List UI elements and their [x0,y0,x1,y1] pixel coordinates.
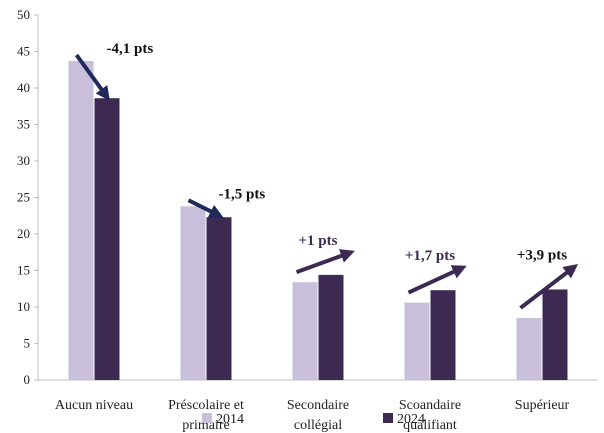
bar-2024 [542,289,568,380]
y-tick-label: 5 [24,336,31,351]
y-tick-label: 15 [17,263,30,278]
change-arrow [519,263,579,310]
change-arrow [295,249,355,275]
y-tick-label: 50 [17,7,30,22]
bar-2024 [318,274,344,380]
legend-label-2024: 2024 [397,412,425,427]
bar-2014 [68,60,94,381]
labels: Aucun niveau -4,1 pts Préscolaire et primai… [55,41,570,433]
category-label: Scoandaire qualifiant [399,398,461,433]
bar-2014 [180,206,206,380]
y-tick-label: 10 [17,299,30,314]
bars [68,60,568,381]
y-tick-label: 45 [17,44,30,59]
change-annotation: -4,1 pts [107,41,154,57]
y-tick-label: 0 [24,372,31,387]
change-arrow [74,53,110,101]
category-label: Supérieur [515,398,570,413]
axes: 0 5 10 15 20 25 30 35 40 45 50 [17,7,598,387]
bar-2014 [516,317,542,380]
legend-label-2014: 2014 [216,412,244,427]
category-label: Secondaire collégial [287,398,349,433]
change-annotation: +3,9 pts [517,247,567,263]
change-annotation: +1,7 pts [405,248,455,264]
legend: 2014 2024 [202,412,425,427]
legend-swatch-2024 [383,413,393,423]
change-annotation: +1 pts [299,233,338,249]
annotation-arrows [74,53,579,310]
y-tick-label: 30 [17,153,30,168]
y-tick-label: 35 [17,117,30,132]
bar-2014 [292,282,318,380]
y-tick-label: 25 [17,190,30,205]
category-label: Aucun niveau [55,398,133,413]
change-arrow [187,198,224,218]
bar-2024 [94,98,120,380]
y-tick-label: 40 [17,80,30,95]
change-annotation: -1,5 pts [219,186,266,202]
legend-swatch-2014 [202,413,212,423]
bar-2014 [404,302,430,380]
bar-2024 [206,217,232,380]
y-tick-label: 20 [17,226,30,241]
category-label: Préscolaire et primaire [168,398,244,433]
change-arrow [407,265,467,295]
bar-2024 [430,290,456,380]
